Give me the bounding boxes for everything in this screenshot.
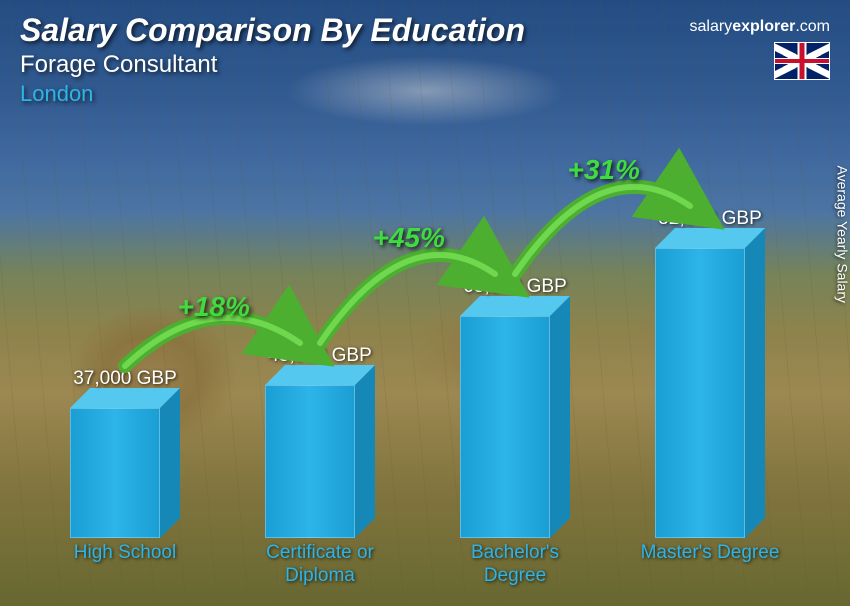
pct-increase-label: +31%	[568, 154, 640, 186]
bar-value: 37,000 GBP	[50, 368, 200, 390]
bar-front	[70, 408, 160, 538]
brand-bold: explorer	[732, 18, 795, 35]
bar-value: 82,600 GBP	[635, 208, 785, 230]
brand-prefix: salary	[690, 18, 733, 35]
branding: salaryexplorer.com	[690, 18, 831, 80]
bar-label: Certificate or Diploma	[245, 542, 395, 588]
bar-3d	[265, 385, 375, 538]
bar-label: Bachelor's Degree	[440, 542, 590, 588]
bar-group: 37,000 GBPHigh School	[50, 408, 200, 538]
brand-text: salaryexplorer.com	[690, 18, 831, 36]
y-axis-label: Average Yearly Salary	[834, 166, 850, 304]
pct-increase-label: +45%	[373, 222, 445, 254]
bar-label: High School	[50, 542, 200, 565]
bar-side	[550, 296, 570, 538]
brand-suffix: .com	[795, 18, 830, 35]
chart-title: Salary Comparison By Education	[20, 12, 525, 49]
bar-side	[355, 365, 375, 538]
bar-group: 82,600 GBPMaster's Degree	[635, 248, 785, 538]
bar-front	[265, 385, 355, 538]
bar-front	[460, 316, 550, 538]
bar-side	[160, 388, 180, 538]
bar-value: 43,500 GBP	[245, 345, 395, 367]
bar-front	[655, 248, 745, 538]
bar-group: 63,100 GBPBachelor's Degree	[440, 316, 590, 538]
bar-label: Master's Degree	[635, 542, 785, 565]
chart-location: London	[20, 81, 525, 107]
bar-group: 43,500 GBPCertificate or Diploma	[245, 385, 395, 538]
bar-3d	[70, 408, 180, 538]
header: Salary Comparison By Education Forage Co…	[20, 12, 525, 107]
chart-subtitle: Forage Consultant	[20, 51, 525, 79]
pct-increase-label: +18%	[178, 291, 250, 323]
bar-3d	[460, 316, 570, 538]
uk-flag-icon	[774, 42, 830, 80]
bar-side	[745, 228, 765, 538]
bar-3d	[655, 248, 765, 538]
bar-chart: 37,000 GBPHigh School43,500 GBPCertifica…	[30, 130, 800, 588]
bar-value: 63,100 GBP	[440, 276, 590, 298]
